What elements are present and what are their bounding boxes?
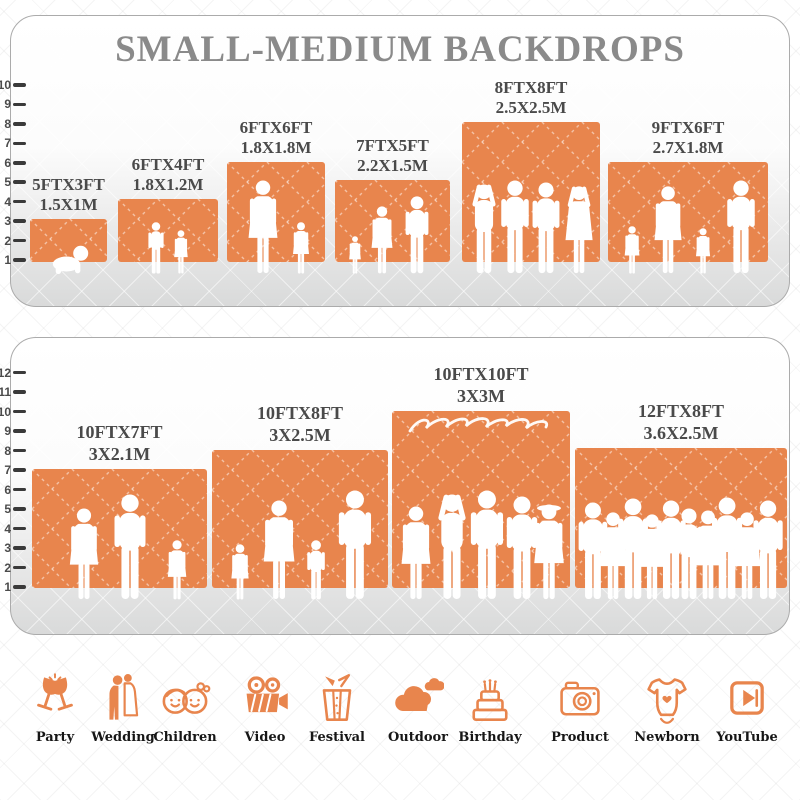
- backdrop-size-label: 9FTX6FT 2.7X1.8M: [651, 117, 725, 158]
- people-silhouettes: [30, 219, 107, 274]
- backdrop-size-label: 8FTX8FT 2.5X2.5M: [494, 77, 568, 118]
- decorative-script: [408, 417, 549, 433]
- ruler-tick: 10: [0, 406, 26, 418]
- category-festival: Festival: [292, 672, 382, 745]
- ruler-tick: 9: [0, 98, 26, 110]
- product-icon: [560, 681, 600, 716]
- category-outdoor: Outdoor: [373, 672, 463, 745]
- party-icon: [37, 673, 73, 711]
- page-title: SMALL-MEDIUM BACKDROPS: [115, 29, 685, 70]
- ruler-tick: 1: [0, 254, 26, 266]
- ruler-tick: 8: [0, 445, 26, 457]
- backdrop-6ftx4ft: 6FTX4FT 1.8X1.2M: [118, 155, 218, 274]
- ruler-tick: 2: [0, 235, 26, 247]
- ruler-tick: 12: [0, 367, 26, 379]
- backdrop-size-label: 12FTX8FT 3.6X2.5M: [637, 401, 725, 444]
- category-children: Children: [140, 672, 230, 745]
- ruler-tick: 3: [0, 542, 26, 554]
- children-icon: [162, 682, 211, 714]
- category-video: Video: [220, 672, 310, 745]
- people-silhouettes: [212, 450, 388, 600]
- people-silhouettes: [608, 162, 768, 274]
- ruler-tick: 9: [0, 425, 26, 437]
- backdrop-12ftx8ft: 12FTX8FT 3.6X2.5M: [575, 401, 787, 600]
- people-silhouettes: [118, 199, 218, 274]
- ruler-tick: 1: [0, 581, 26, 593]
- people-silhouettes: [575, 448, 787, 600]
- backdrop-10ftx7ft: 10FTX7FT 3X2.1M: [32, 422, 207, 600]
- newborn-icon: [647, 678, 687, 724]
- ruler-tick: 6: [0, 157, 26, 169]
- people-silhouettes: [227, 162, 325, 274]
- backdrop-8ftx8ft: 8FTX8FT 2.5X2.5M: [462, 78, 600, 274]
- backdrop-size-label: 10FTX10FT 3X3M: [433, 364, 529, 407]
- ruler-tick: 5: [0, 176, 26, 188]
- category-youtube: YouTube: [702, 672, 792, 745]
- youtube-icon: [730, 681, 764, 715]
- category-birthday: Birthday: [445, 672, 535, 745]
- category-product: Product: [535, 672, 625, 745]
- ruler-tick: 8: [0, 118, 26, 130]
- people-silhouettes: [392, 411, 570, 600]
- backdrop-size-label: 10FTX7FT 3X2.1M: [76, 422, 163, 465]
- backdrop-5ftx3ft: 5FTX3FT 1.5X1M: [30, 175, 107, 274]
- outdoor-icon: [395, 678, 444, 711]
- backdrop-size-label: 7FTX5FT 2.2X1.5M: [356, 135, 429, 176]
- backdrop-9ftx6ft: 9FTX6FT 2.7X1.8M: [608, 118, 768, 274]
- category-party: Party: [10, 672, 100, 745]
- backdrop-size-label: 5FTX3FT 1.5X1M: [32, 174, 105, 215]
- ruler-tick: 6: [0, 484, 26, 496]
- backdrop-size-label: 10FTX8FT 3X2.5M: [256, 403, 344, 446]
- festival-icon: [322, 674, 352, 721]
- ruler-tick: 4: [0, 196, 26, 208]
- wedding-icon: [109, 674, 139, 720]
- birthday-icon: [472, 679, 508, 721]
- backdrop-10ftx10ft: 10FTX10FT 3X3M: [392, 364, 570, 600]
- ruler-tick: 10: [0, 79, 26, 91]
- category-wedding: Wedding: [78, 672, 168, 745]
- backdrop-size-label: 6FTX6FT 1.8X1.8M: [239, 117, 313, 158]
- ruler-tick: 7: [0, 464, 26, 476]
- backdrop-7ftx5ft: 7FTX5FT 2.2X1.5M: [335, 136, 450, 274]
- ruler-tick: 5: [0, 503, 26, 515]
- ruler-tick: 7: [0, 137, 26, 149]
- ruler-tick: 4: [0, 523, 26, 535]
- ruler-tick: 11: [0, 386, 26, 398]
- ruler-tick: 2: [0, 562, 26, 574]
- backdrop-size-label: 6FTX4FT 1.8X1.2M: [131, 154, 205, 195]
- ruler-tick: 3: [0, 215, 26, 227]
- video-icon: [246, 676, 288, 713]
- backdrop-6ftx6ft: 6FTX6FT 1.8X1.8M: [227, 118, 325, 274]
- backdrop-10ftx8ft: 10FTX8FT 3X2.5M: [212, 403, 388, 600]
- people-silhouettes: [335, 180, 450, 274]
- people-silhouettes: [462, 122, 600, 274]
- category-newborn: Newborn: [622, 672, 712, 745]
- people-silhouettes: [32, 469, 207, 600]
